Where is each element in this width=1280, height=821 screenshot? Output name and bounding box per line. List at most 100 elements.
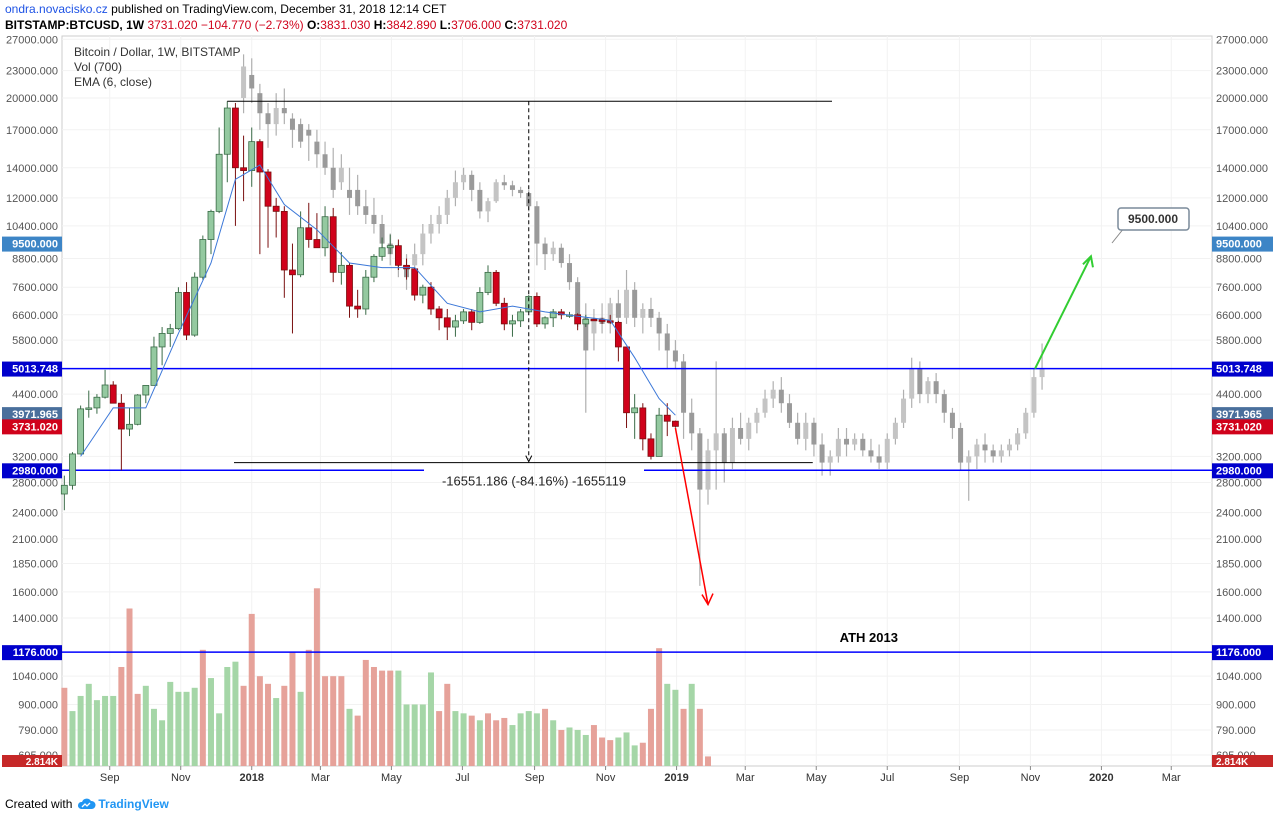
price-tag-right (1212, 645, 1273, 661)
volume-bar (216, 713, 223, 766)
projection-candle (681, 361, 687, 413)
volume-bar (525, 711, 532, 766)
candle-body (329, 216, 337, 273)
price-chart[interactable]: -16551.186 (-84.16%) -1655119 9500.000 ATH… (0, 0, 1280, 795)
price-tag-right (1212, 419, 1273, 435)
low-label: L: (439, 18, 452, 32)
projection-candle (852, 438, 858, 445)
projection-candle (1015, 433, 1021, 445)
projection-candle (664, 333, 670, 351)
candle-body (158, 333, 166, 348)
candle-body (623, 346, 630, 414)
projection-candle (656, 317, 662, 334)
projection-candle (575, 282, 581, 318)
price-tag-right-label: 3971.965 (1216, 409, 1262, 421)
y-tick-label-left: 5800.000 (12, 335, 58, 347)
volume-bar (566, 727, 573, 766)
x-tick-label: 2019 (664, 772, 688, 784)
price-tag-right-label: 1176.000 (1216, 647, 1261, 659)
projection-candle (289, 118, 295, 130)
projection-candle (738, 427, 744, 439)
candle-body (142, 385, 150, 396)
volume-bar (444, 683, 451, 766)
projection-candle (990, 450, 996, 457)
y-tick-label-right: 1850.000 (1216, 559, 1262, 571)
measure-label: -16551.186 (-84.16%) -1655119 (442, 474, 626, 489)
down-arrow-head (701, 593, 714, 607)
y-tick-label-left: 12000.000 (6, 193, 58, 205)
y-tick-label-left: 1040.000 (12, 671, 58, 683)
y-tick-label-left: 17000.000 (6, 125, 58, 137)
volume-tag-label: 2.814K (26, 757, 59, 768)
volume-bar (102, 695, 109, 766)
projection-candle (998, 450, 1004, 457)
projection-candle (640, 308, 646, 318)
candle-body (492, 271, 500, 304)
volume-bar (615, 737, 622, 766)
projection-candle (648, 308, 654, 318)
volume-bar (427, 672, 434, 766)
projection-candle (420, 233, 426, 255)
projection-candle (412, 254, 418, 266)
projection-candle (974, 444, 980, 457)
x-tick-label: Jul (455, 772, 469, 784)
projection-candle (314, 141, 320, 155)
tradingview-brand: TradingView (98, 797, 169, 811)
y-tick-label-right: 1600.000 (1216, 587, 1262, 599)
y-tick-label-right: 900.000 (1216, 699, 1256, 711)
price-tag-left (2, 419, 62, 435)
candle-body (183, 292, 190, 336)
candle-body (468, 311, 476, 323)
projection-candle (241, 66, 247, 98)
symbol-name: BITSTAMP:BTCUSD, 1W (5, 18, 145, 32)
volume-bar (623, 732, 630, 766)
volume-bar (533, 713, 540, 766)
volume-bar (387, 670, 394, 766)
candle-body (297, 227, 305, 276)
measure-arrowhead (525, 455, 533, 463)
candle-body (248, 141, 256, 171)
candle-body (280, 210, 288, 271)
projection-candle (583, 317, 589, 351)
candle-body (337, 264, 345, 273)
projection-candle (363, 206, 369, 215)
author-link[interactable]: ondra.novacisko.cz (5, 2, 108, 16)
up-arrow-head (1082, 254, 1094, 268)
volume-bar (639, 742, 646, 766)
candle-body (346, 264, 353, 307)
tradingview-logo[interactable]: TradingView (76, 797, 169, 811)
candle-body (452, 320, 459, 328)
projection-candle (1023, 412, 1029, 434)
projection-candle (876, 456, 882, 463)
projection-candle (452, 182, 458, 198)
price-tag-right (1212, 361, 1273, 377)
candle-body (672, 420, 679, 427)
x-tick-label: Sep (100, 772, 120, 784)
candle-body (272, 205, 280, 212)
price-tag-left-label: 5013.748 (12, 364, 58, 376)
projection-candle (860, 438, 866, 451)
volume-bar (362, 659, 369, 766)
close-value: 3731.020 (517, 18, 568, 32)
volume-bar (550, 720, 557, 766)
volume-bar (476, 720, 483, 766)
legend-volume: Vol (700) (74, 60, 122, 74)
y-tick-label-right: 4400.000 (1216, 389, 1262, 401)
candle-body (443, 317, 451, 328)
candle-body (199, 239, 207, 278)
x-tick-label: Mar (1162, 772, 1181, 784)
projection-candle (689, 412, 695, 434)
projection-candle (1031, 377, 1037, 413)
price-tag-left-label: 3971.965 (12, 409, 58, 421)
volume-tag-label: 2.814K (1216, 757, 1249, 768)
volume-bar (705, 756, 712, 766)
y-tick-label-left: 3200.000 (12, 451, 58, 463)
y-tick-label-right: 3200.000 (1216, 451, 1262, 463)
volume-bar (322, 676, 329, 766)
projection-candle (721, 433, 727, 463)
high-label: H: (373, 18, 387, 32)
candle-body (500, 302, 508, 325)
y-tick-label-left: 1400.000 (12, 613, 58, 625)
projection-candle (330, 167, 336, 190)
x-tick-label: Jul (880, 772, 894, 784)
